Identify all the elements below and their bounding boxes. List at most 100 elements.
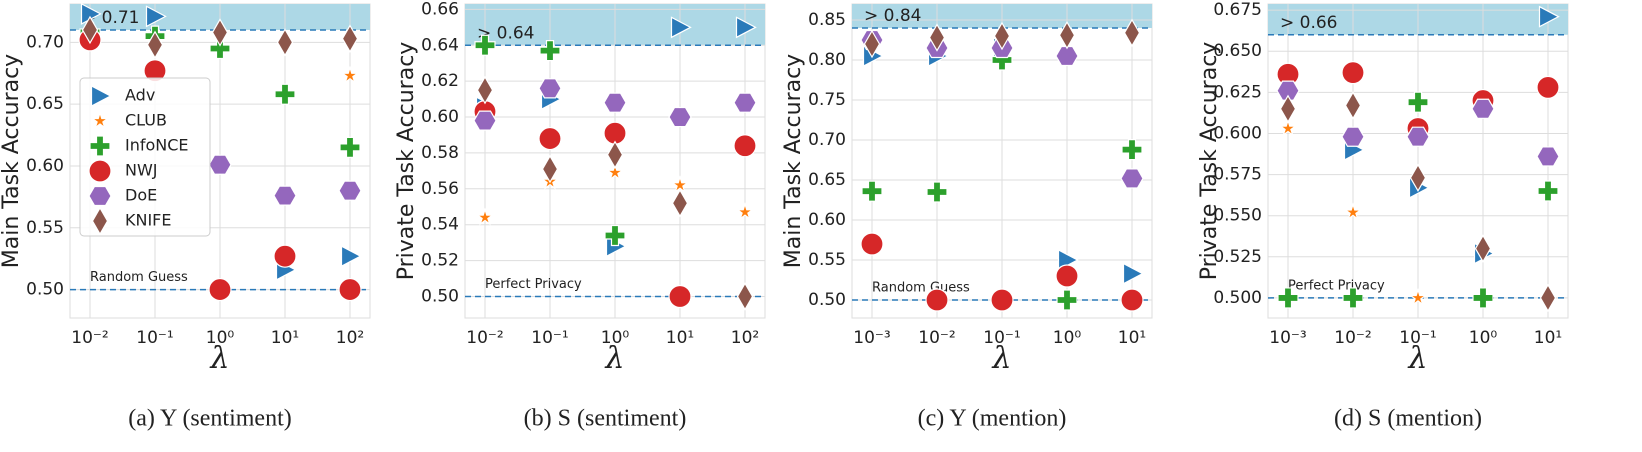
y-tick-label: 0.54	[421, 215, 459, 235]
x-tick-label: 10⁰	[1469, 328, 1498, 348]
marker-hexagon	[668, 106, 692, 128]
marker-circle	[860, 232, 884, 256]
y-tick-label: 0.75	[808, 90, 846, 110]
x-tick-label: 10¹	[1118, 328, 1146, 348]
marker-diamond	[81, 15, 99, 45]
marker-plus	[274, 83, 296, 105]
panel: 0.500 0.525 0.550 0.575 0.600 0.625 0.650 0.675…	[1197, 0, 1569, 432]
y-tick-label: 0.56	[421, 179, 459, 199]
marker-hexagon	[1536, 146, 1560, 167]
marker-plus	[539, 40, 561, 62]
y-tick-label: 0.550	[1213, 206, 1262, 226]
x-tick-label: 10⁻¹	[983, 328, 1020, 348]
caption: (c) Y (mention)	[918, 406, 1067, 432]
marker-circle	[733, 134, 757, 158]
x-tick-label: 10⁻²	[1334, 328, 1371, 348]
y-tick-label: 0.60	[26, 156, 64, 176]
legend-label: Adv	[125, 86, 155, 105]
y-tick-label: 0.575	[1213, 165, 1262, 185]
marker-diamond	[276, 28, 294, 57]
marker-plus	[339, 136, 361, 159]
legend-label: CLUB	[125, 111, 167, 130]
marker-hexagon	[338, 180, 362, 201]
threshold-label: > 0.84	[864, 6, 922, 26]
marker-star	[735, 202, 755, 221]
marker-circle	[273, 244, 297, 268]
x-tick-label: 10⁻¹	[1399, 328, 1436, 348]
marker-hexagon	[603, 92, 627, 113]
marker-hexagon	[1120, 168, 1144, 189]
marker-triangle-right	[90, 85, 112, 107]
x-axis-label: λ	[991, 341, 1011, 376]
y-tick-label: 0.52	[421, 251, 459, 271]
x-tick-label: 10⁻³	[1269, 328, 1306, 348]
marker-diamond	[146, 30, 164, 59]
marker-circle	[338, 277, 362, 302]
y-tick-label: 0.525	[1213, 247, 1262, 267]
caption: (b) S (sentiment)	[524, 406, 687, 432]
y-tick-label: 0.50	[26, 280, 64, 300]
y-tick-label: 0.58	[421, 143, 459, 163]
y-tick-label: 0.65	[808, 170, 846, 190]
marker-diamond	[863, 29, 881, 59]
y-tick-label: 0.55	[26, 218, 64, 238]
marker-plus	[209, 37, 231, 60]
marker-star	[1408, 287, 1428, 307]
y-axis-label: Main Task Accuracy	[781, 54, 806, 268]
marker-circle	[925, 288, 949, 312]
marker-diamond	[1279, 94, 1297, 123]
x-axis-label: λ	[1407, 341, 1427, 376]
marker-diamond	[1474, 234, 1492, 263]
marker-star	[1278, 118, 1298, 137]
x-tick-label: 10²	[336, 328, 364, 348]
y-axis-label: Private Task Accuracy	[1197, 42, 1222, 281]
baseline-label: Perfect Privacy	[485, 277, 582, 292]
x-tick-label: 10⁰	[601, 328, 630, 348]
x-tick-label: 10¹	[666, 328, 694, 348]
y-tick-label: 0.50	[421, 286, 459, 306]
marker-circle	[990, 288, 1014, 312]
x-tick-label: 10⁻¹	[136, 328, 173, 348]
legend-label: DoE	[125, 186, 157, 205]
marker-circle	[1055, 264, 1079, 288]
marker-plus	[1121, 139, 1143, 161]
legend-label: KNIFE	[125, 211, 172, 230]
marker-star	[1343, 202, 1363, 221]
y-axis-label: Private Task Accuracy	[394, 42, 419, 281]
marker-star	[90, 111, 110, 130]
marker-triangle-right	[670, 16, 692, 39]
threshold-label: > 0.64	[477, 23, 535, 43]
x-tick-label: 10¹	[271, 328, 299, 348]
marker-star	[340, 65, 360, 84]
marker-plus	[89, 135, 111, 157]
marker-circle	[208, 277, 232, 302]
marker-triangle-right	[145, 5, 167, 28]
marker-triangle-right	[735, 16, 757, 39]
y-tick-label: 0.600	[1213, 123, 1262, 143]
panel: 0.50 0.52 0.54 0.56 0.58 0.60 0.62 0.64 0.66 10⁻²…	[394, 0, 766, 432]
legend-label: NWJ	[125, 161, 158, 180]
marker-diamond	[1409, 163, 1427, 193]
marker-diamond	[993, 21, 1011, 51]
marker-hexagon	[1406, 126, 1430, 147]
marker-hexagon	[208, 154, 232, 175]
marker-diamond	[671, 188, 689, 218]
x-tick-label: 10⁻²	[466, 328, 503, 348]
marker-triangle-right	[1122, 262, 1144, 285]
marker-plus	[1342, 287, 1364, 309]
y-tick-label: 0.675	[1213, 0, 1262, 20]
marker-diamond	[1123, 18, 1141, 48]
legend-label: InfoNCE	[125, 136, 189, 155]
y-tick-label: 0.80	[808, 50, 846, 70]
marker-diamond	[736, 282, 754, 311]
marker-plus	[1056, 289, 1078, 311]
marker-circle	[88, 159, 112, 183]
x-tick-label: 10⁰	[206, 328, 235, 348]
x-tick-label: 10²	[731, 328, 759, 348]
marker-diamond	[211, 18, 229, 47]
x-tick-label: 10¹	[1534, 328, 1562, 348]
baseline-label: Random Guess	[872, 281, 970, 296]
marker-plus	[1277, 287, 1299, 309]
x-tick-label: 10⁰	[1053, 328, 1082, 348]
